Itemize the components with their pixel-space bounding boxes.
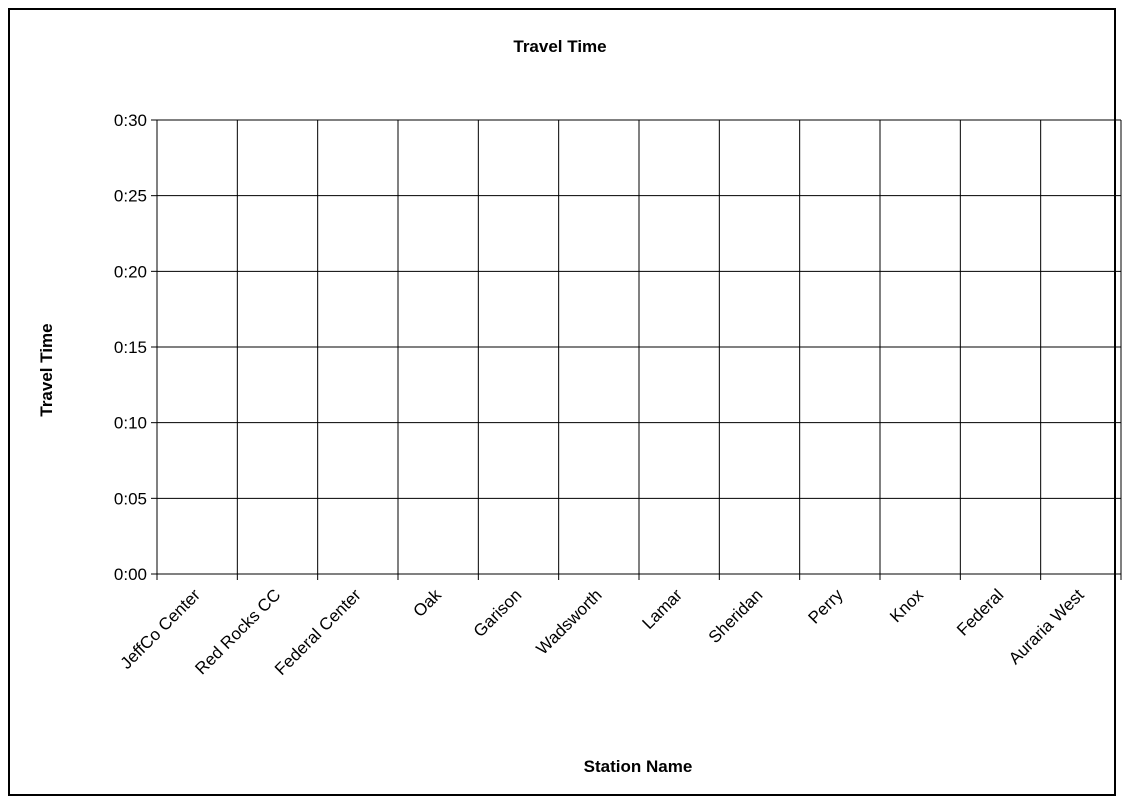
y-tick-label: 0:10 bbox=[114, 414, 147, 433]
grid bbox=[156, 119, 1122, 575]
x-axis-title: Station Name bbox=[584, 757, 693, 776]
chart-title: Travel Time bbox=[513, 37, 606, 56]
x-tick-label: Oak bbox=[410, 585, 446, 621]
y-tick-label: 0:00 bbox=[114, 565, 147, 584]
y-tick-label: 0:25 bbox=[114, 187, 147, 206]
chart-frame bbox=[8, 8, 1116, 796]
x-tick-label: Federal bbox=[953, 585, 1007, 639]
y-tick-label: 0:30 bbox=[114, 111, 147, 130]
x-tick-label: Lamar bbox=[639, 585, 687, 633]
x-tick-label: Red Rocks CC bbox=[191, 585, 284, 678]
y-tick-label: 0:05 bbox=[114, 489, 147, 508]
y-tick-label: 0:20 bbox=[114, 262, 147, 281]
x-tick-label: Wadsworth bbox=[533, 585, 606, 658]
y-axis-title: Travel Time bbox=[37, 323, 56, 416]
y-axis-ticks: 0:00 0:05 0:10 0:15 0:20 0:25 0:30 bbox=[114, 111, 157, 584]
y-tick-label: 0:15 bbox=[114, 338, 147, 357]
x-tick-label: Garison bbox=[470, 585, 526, 641]
x-tick-label: Sheridan bbox=[705, 585, 767, 647]
x-tick-label: Perry bbox=[805, 585, 848, 628]
x-tick-label: Knox bbox=[886, 585, 927, 626]
x-tick-label: Federal Center bbox=[271, 585, 365, 679]
x-tick-label: JeffCo Center bbox=[117, 585, 205, 673]
x-tick-label: Auraria West bbox=[1005, 585, 1088, 668]
